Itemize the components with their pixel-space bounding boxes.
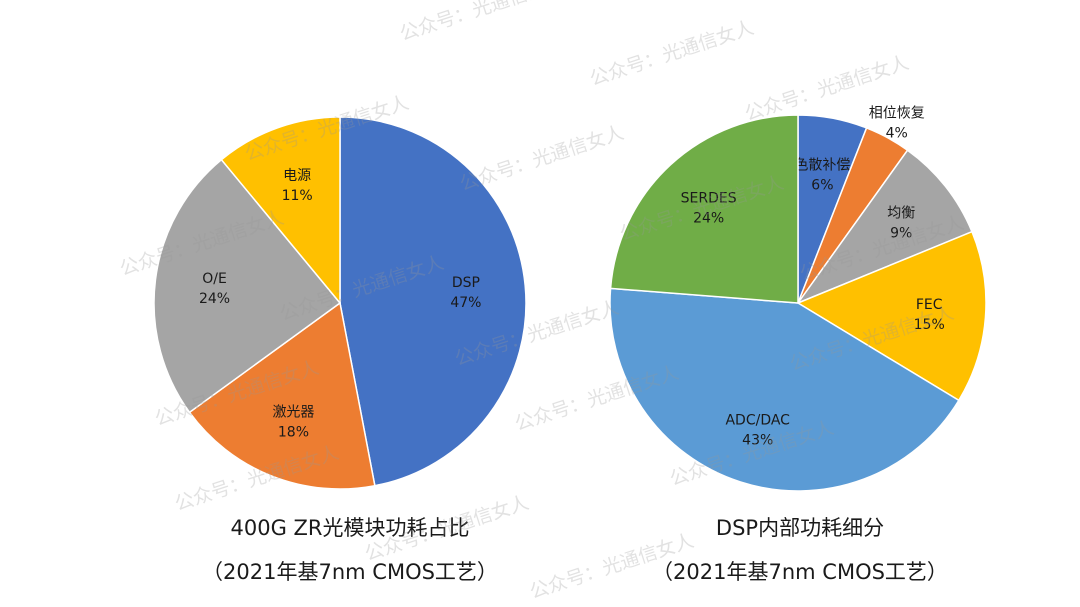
pie-chart-module-power: DSP 47% 激光器 18% O/E 24% 电源 11%: [153, 116, 527, 490]
pie-slice-0-1: [188, 301, 376, 490]
chart-subtitle-module-power: （2021年基7nm CMOS工艺）: [202, 560, 498, 584]
slice-value-1-5: 24%: [693, 210, 724, 226]
slice-label-0-1: 激光器: [272, 404, 314, 421]
slice-value-1-3: 15%: [914, 317, 945, 333]
slice-label-1-5: SERDES: [681, 190, 737, 206]
slice-label-1-4: ADC/DAC: [725, 412, 790, 428]
pie-slice-0-3: [220, 116, 341, 306]
chart-title-module-power: 400G ZR光模块功耗占比: [230, 516, 470, 540]
slice-value-0-3: 11%: [282, 188, 313, 204]
pie-slice-0-2: [153, 158, 342, 414]
slice-label-1-0: 色散补偿: [794, 157, 850, 174]
slice-value-0-2: 24%: [199, 291, 230, 307]
slice-label-1-1: 相位恢复: [869, 104, 925, 121]
slice-value-0-1: 18%: [278, 425, 309, 441]
slice-value-1-2: 9%: [890, 225, 912, 241]
slice-value-0-0: 47%: [450, 295, 481, 311]
pie-slice-1-5: [609, 114, 799, 304]
slice-label-0-3: 电源: [283, 168, 311, 184]
pie-slice-1-2: [795, 149, 973, 305]
slice-label-1-2: 均衡: [887, 205, 915, 221]
slice-label-0-2: O/E: [202, 271, 227, 287]
pie-slice-1-3: [796, 230, 987, 402]
slice-value-1-0: 6%: [811, 178, 833, 194]
slice-label-0-0: DSP: [452, 275, 480, 291]
slice-value-1-1: 4%: [886, 125, 908, 141]
pie-chart-dsp-power: 色散补偿 6% 相位恢复 4% 均衡 9% FEC 15% ADC/DAC 43% SERDES 24…: [609, 104, 987, 492]
slice-label-1-3: FEC: [916, 297, 943, 313]
pie-slice-0-0: [339, 116, 527, 487]
pie-slice-1-4: [609, 287, 960, 492]
chart-title-dsp-power: DSP内部功耗细分: [715, 516, 885, 540]
slice-value-1-4: 43%: [742, 432, 773, 448]
chart-subtitle-dsp-power: （2021年基7nm CMOS工艺）: [652, 560, 948, 584]
